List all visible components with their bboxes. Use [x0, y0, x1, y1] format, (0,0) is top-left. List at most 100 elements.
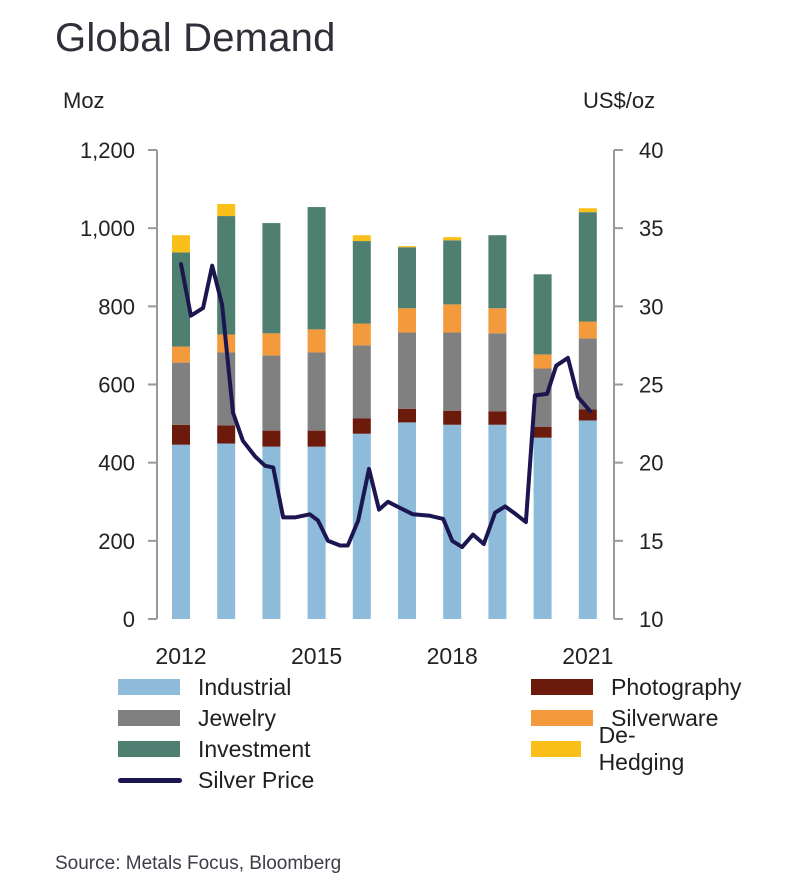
left-axis-tick-label: 600	[98, 373, 135, 398]
bar-industrial-2021	[578, 420, 597, 619]
bar-photography-2013	[217, 425, 236, 444]
right-axis-tick-label: 20	[639, 451, 663, 476]
bar-investment-2019	[488, 235, 507, 309]
legend-item-industrial: Industrial	[118, 672, 291, 702]
bar-de-hedging-2018	[443, 237, 462, 241]
left-axis-unit-label: Moz	[63, 88, 105, 113]
bar-de-hedging-2012	[172, 235, 190, 253]
bar-jewelry-2017	[398, 332, 416, 409]
left-axis-tick-label: 200	[98, 529, 135, 554]
bar-photography-2015	[307, 430, 326, 447]
bar-silverware-2021	[578, 321, 597, 339]
bar-investment-2016	[352, 241, 371, 324]
legend-swatch	[118, 741, 180, 757]
right-axis-tick-label: 35	[639, 216, 663, 241]
legend-item-silver-price: Silver Price	[118, 765, 314, 795]
silver-price-line-group	[179, 262, 593, 550]
bar-photography-2021	[578, 409, 597, 421]
bar-jewelry-2014	[262, 355, 281, 431]
legend-swatch	[531, 679, 593, 695]
legend-swatch	[118, 710, 180, 726]
bar-silverware-2015	[307, 329, 326, 353]
legend-item-silverware: Silverware	[531, 703, 718, 733]
x-axis-tick-label: 2018	[427, 643, 478, 669]
bar-industrial-2014	[262, 446, 281, 619]
bar-industrial-2012	[172, 444, 190, 619]
bar-photography-2018	[443, 410, 462, 425]
left-axis-tick-label: 1,200	[80, 138, 135, 163]
legend-item-jewelry: Jewelry	[118, 703, 276, 733]
legend-label: Industrial	[198, 673, 292, 700]
bar-investment-2021	[578, 212, 597, 322]
bar-jewelry-2016	[352, 345, 371, 419]
legend-swatch	[531, 710, 593, 726]
x-axis-tick-label: 2012	[155, 643, 206, 669]
bar-industrial-2013	[217, 443, 236, 619]
chart-title: Global Demand	[55, 16, 336, 60]
bar-silverware-2012	[172, 346, 190, 363]
bar-investment-2012	[172, 252, 190, 347]
bar-investment-2013	[217, 216, 236, 335]
bar-de-hedging-2017	[398, 246, 416, 248]
bar-de-hedging-2013	[217, 203, 236, 217]
bar-jewelry-2021	[578, 338, 597, 410]
bar-silverware-2020	[533, 354, 552, 369]
bar-silverware-2017	[398, 308, 416, 333]
bar-investment-2020	[533, 274, 552, 355]
right-axis-tick-label: 40	[639, 138, 663, 163]
legend-swatch	[531, 741, 581, 757]
legend-item-investment: Investment	[118, 734, 311, 764]
bar-photography-2014	[262, 430, 281, 447]
bar-silverware-2016	[352, 323, 371, 346]
bar-investment-2014	[262, 223, 281, 334]
bar-industrial-2020	[533, 437, 552, 619]
bar-investment-2017	[398, 247, 416, 309]
bar-photography-2012	[172, 424, 190, 445]
left-axis-tick-label: 0	[123, 607, 135, 632]
bar-silverware-2019	[488, 308, 507, 334]
legend-item-photography: Photography	[531, 672, 741, 702]
bar-photography-2017	[398, 408, 416, 423]
right-axis-unit-label: US$/oz	[583, 88, 656, 113]
bar-jewelry-2019	[488, 333, 507, 412]
source-note: Source: Metals Focus, Bloomberg	[55, 853, 342, 874]
legend-item-de-hedging: De-Hedging	[531, 722, 697, 775]
legend-label: Jewelry	[198, 704, 276, 731]
bar-jewelry-2018	[443, 332, 462, 411]
legend-label: Silverware	[611, 704, 719, 731]
bar-photography-2019	[488, 411, 507, 425]
bar-industrial-2018	[443, 424, 462, 619]
legend-swatch	[118, 679, 180, 695]
bar-photography-2016	[352, 418, 371, 434]
x-axis-tick-label: 2015	[291, 643, 342, 669]
bar-investment-2015	[307, 207, 326, 330]
silver-price-line	[179, 262, 593, 550]
bar-jewelry-2012	[172, 362, 190, 425]
left-axis-tick-label: 800	[98, 294, 135, 319]
right-axis-tick-label: 25	[639, 373, 663, 398]
legend-swatch	[118, 777, 182, 783]
right-axis-tick-label: 10	[639, 607, 663, 632]
x-axis-tick-label: 2021	[562, 643, 613, 669]
bar-investment-2018	[443, 240, 462, 305]
bar-series-group	[172, 203, 597, 619]
bar-de-hedging-2021	[578, 208, 597, 213]
left-axis-tick-label: 1,000	[80, 216, 135, 241]
legend-label: Photography	[611, 673, 742, 700]
bar-silverware-2014	[262, 333, 281, 356]
bar-industrial-2017	[398, 422, 416, 619]
bar-industrial-2015	[307, 446, 326, 619]
axes-group: 0 200 400 600 800 1,000 1,200 10 15 20 25 30 35 40 201…	[80, 138, 664, 669]
bar-jewelry-2015	[307, 352, 326, 431]
legend-label: Silver Price	[198, 766, 315, 793]
right-axis-tick-label: 30	[639, 294, 663, 319]
bar-jewelry-2020	[533, 368, 552, 427]
legend-label: De-Hedging	[598, 722, 685, 775]
right-axis-tick-label: 15	[639, 529, 663, 554]
left-axis-tick-label: 400	[98, 451, 135, 476]
legend-label: Investment	[198, 735, 311, 762]
bar-de-hedging-2016	[352, 235, 371, 242]
bar-photography-2020	[533, 426, 552, 438]
bar-silverware-2018	[443, 304, 462, 333]
